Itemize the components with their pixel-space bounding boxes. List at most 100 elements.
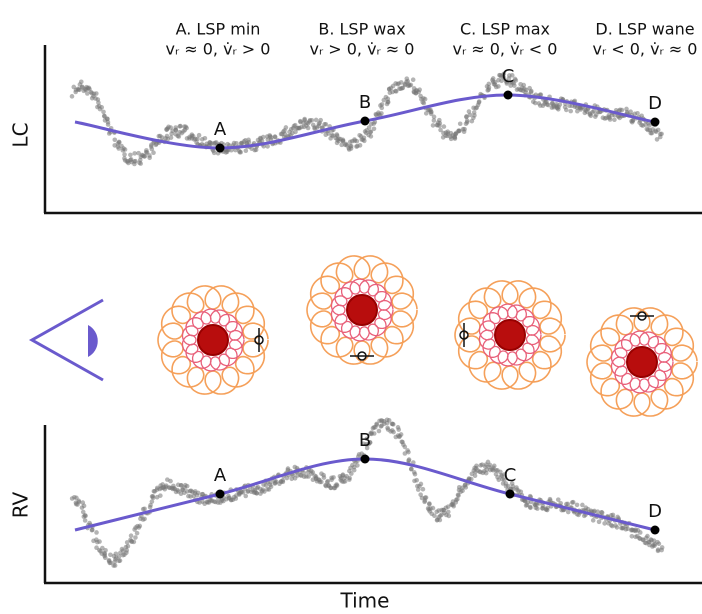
data-dot	[259, 138, 265, 144]
data-dot	[496, 477, 502, 483]
data-dot	[128, 533, 134, 539]
data-dot	[659, 545, 665, 550]
phase-title: A. LSP min	[176, 20, 261, 39]
disk-core	[626, 346, 658, 378]
data-dot	[397, 433, 403, 439]
point-label: D	[648, 93, 662, 114]
data-dot	[628, 109, 633, 115]
disk-ring	[181, 308, 245, 372]
data-dot	[82, 518, 88, 523]
data-dot	[510, 484, 516, 489]
data-dot	[184, 483, 190, 489]
data-dot	[108, 552, 113, 558]
data-dot	[94, 91, 99, 96]
data-dot	[409, 466, 414, 472]
data-dot	[655, 548, 661, 554]
data-dot	[239, 489, 244, 495]
data-dot	[238, 149, 243, 155]
data-dot	[265, 144, 270, 149]
data-dot	[445, 504, 451, 509]
data-dot	[124, 540, 130, 545]
data-dot	[393, 89, 399, 94]
phase-point	[215, 489, 225, 499]
phase-condition: vᵣ < 0, v̇ᵣ ≈ 0	[593, 40, 698, 59]
phase-condition: vᵣ ≈ 0, v̇ᵣ > 0	[166, 40, 271, 59]
data-dot	[460, 488, 465, 494]
data-dot	[432, 513, 437, 519]
data-dot	[379, 111, 384, 116]
data-dot	[354, 144, 359, 149]
data-dot	[125, 543, 131, 549]
data-dot	[280, 479, 286, 485]
data-dot	[441, 124, 447, 129]
data-dot	[602, 521, 607, 526]
data-dot	[417, 87, 422, 93]
data-dot	[471, 110, 477, 115]
scatter	[69, 417, 665, 568]
data-dot	[446, 513, 452, 519]
phase-title: D. LSP wane	[595, 20, 694, 39]
data-dot	[149, 499, 155, 504]
data-dot	[555, 497, 561, 502]
data-dot	[116, 139, 122, 145]
data-dot	[563, 107, 569, 113]
point-label: B	[359, 92, 371, 113]
data-dot	[85, 91, 90, 96]
data-dot	[173, 125, 178, 130]
disk-ring	[157, 285, 269, 395]
data-dot	[326, 131, 331, 136]
data-dot	[323, 121, 329, 127]
data-dot	[487, 462, 493, 468]
data-dot	[368, 134, 374, 139]
data-dot	[599, 510, 605, 515]
eye	[28, 298, 104, 382]
data-dot	[591, 108, 597, 114]
data-dot	[316, 121, 322, 127]
data-dot	[512, 83, 517, 88]
data-dot	[112, 137, 118, 143]
data-dot	[133, 158, 138, 164]
data-dot	[184, 125, 189, 131]
data-dot	[267, 134, 273, 139]
data-dot	[385, 96, 391, 102]
point-label: A	[214, 119, 227, 140]
data-dot	[499, 78, 504, 84]
data-dot	[99, 105, 105, 110]
data-dot	[657, 131, 663, 137]
data-dot	[535, 506, 540, 511]
data-dot	[420, 486, 426, 492]
data-dot	[652, 543, 657, 549]
data-dot	[124, 548, 130, 553]
data-dot	[243, 148, 249, 154]
data-dot	[364, 445, 370, 451]
data-dot	[379, 105, 385, 111]
data-dot	[558, 500, 563, 506]
data-dot	[490, 76, 496, 81]
data-dot	[629, 533, 635, 539]
data-dot	[580, 502, 585, 508]
data-dot	[272, 134, 278, 139]
data-dot	[651, 538, 657, 543]
data-dot	[168, 135, 174, 140]
data-dot	[456, 493, 461, 498]
data-dot	[112, 563, 118, 568]
phase-point	[503, 90, 513, 100]
data-dot	[364, 436, 370, 442]
data-dot	[405, 78, 411, 84]
data-dot	[427, 501, 432, 506]
data-dot	[492, 79, 498, 85]
data-dot	[476, 100, 482, 105]
data-dot	[596, 519, 602, 525]
data-dot	[355, 463, 360, 468]
data-dot	[348, 146, 354, 151]
data-dot	[430, 505, 436, 511]
data-dot	[112, 559, 118, 565]
data-dot	[399, 85, 405, 91]
data-dot	[464, 118, 470, 124]
phase-condition: vᵣ ≈ 0, v̇ᵣ < 0	[453, 40, 558, 59]
data-dot	[195, 490, 201, 496]
data-dot	[506, 76, 512, 81]
data-dot	[138, 161, 143, 166]
data-dot	[376, 428, 382, 434]
data-dot	[301, 470, 307, 476]
